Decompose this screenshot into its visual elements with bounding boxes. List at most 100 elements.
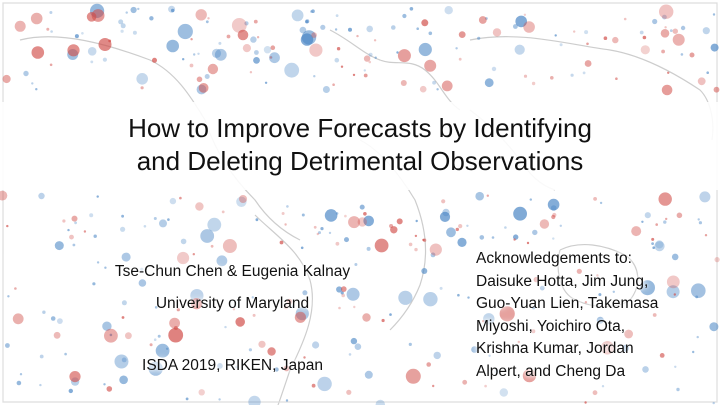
beneficial-dot — [354, 263, 358, 266]
detrimental-dot — [552, 212, 557, 218]
detrimental-observation-dots — [0, 4, 720, 404]
detrimental-dot — [374, 238, 389, 253]
detrimental-dot — [672, 33, 685, 46]
beneficial-dot — [680, 25, 686, 31]
beneficial-dot — [354, 343, 362, 351]
detrimental-dot — [269, 56, 273, 59]
beneficial-dot — [654, 241, 665, 252]
detrimental-dot — [390, 226, 398, 234]
beneficial-dot — [570, 73, 574, 77]
detrimental-dot — [584, 401, 587, 404]
detrimental-dot — [232, 308, 236, 311]
detrimental-dot — [124, 332, 132, 340]
beneficial-dot — [114, 354, 129, 369]
detrimental-dot — [53, 331, 61, 339]
detrimental-dot — [106, 386, 113, 392]
slide-title: How to Improve Forecasts by Identifying … — [0, 112, 720, 178]
beneficial-dot — [640, 280, 655, 296]
detrimental-dot — [190, 38, 193, 41]
detrimental-dot — [651, 237, 655, 241]
ack-line: Daisuke Hotta, Jim Jung, — [476, 272, 649, 290]
detrimental-dot — [294, 311, 306, 323]
beneficial-dot — [5, 343, 10, 348]
detrimental-dot — [414, 234, 418, 238]
detrimental-dot — [593, 197, 597, 201]
beneficial-dot — [284, 62, 300, 78]
detrimental-dot — [69, 234, 74, 240]
detrimental-dot — [353, 305, 356, 309]
coastline-europe — [329, 29, 461, 111]
beneficial-dot — [207, 217, 222, 232]
beneficial-observation-dots — [5, 3, 719, 405]
beneficial-dot — [479, 235, 485, 240]
beneficial-dot — [655, 240, 664, 249]
beneficial-dot — [428, 31, 433, 36]
beneficial-dot — [692, 350, 695, 354]
beneficial-dot — [652, 246, 655, 249]
detrimental-dot — [573, 30, 576, 33]
detrimental-dot — [49, 63, 53, 67]
beneficial-dot — [255, 218, 259, 222]
beneficial-dot — [513, 24, 518, 29]
detrimental-dot — [673, 293, 676, 296]
detrimental-dot — [340, 65, 344, 68]
detrimental-dot — [6, 224, 9, 228]
beneficial-dot — [19, 373, 23, 376]
detrimental-dot — [592, 390, 598, 396]
beneficial-dot — [599, 201, 603, 205]
beneficial-dot — [285, 399, 289, 402]
beneficial-dot — [680, 53, 684, 56]
beneficial-dot — [248, 348, 252, 352]
detrimental-dot — [482, 320, 485, 323]
beneficial-dot — [663, 220, 667, 224]
beneficial-dot — [148, 361, 163, 376]
beneficial-dot — [712, 13, 716, 16]
detrimental-dot — [659, 353, 665, 358]
detrimental-dot — [551, 214, 556, 220]
detrimental-dot — [258, 340, 266, 348]
detrimental-dot — [396, 218, 403, 225]
beneficial-dot — [444, 6, 453, 15]
beneficial-dot — [16, 380, 22, 386]
detrimental-dot — [270, 45, 276, 50]
beneficial-dot — [421, 268, 428, 274]
detrimental-dot — [400, 80, 407, 86]
detrimental-dot — [226, 34, 231, 39]
beneficial-dot — [651, 242, 654, 246]
beneficial-dot — [666, 285, 680, 299]
beneficial-dot — [224, 325, 227, 329]
beneficial-dot — [264, 81, 268, 85]
detrimental-dot — [624, 329, 633, 339]
detrimental-dot — [71, 215, 78, 222]
detrimental-dot — [249, 71, 253, 74]
detrimental-dot — [279, 240, 284, 245]
detrimental-dot — [176, 308, 180, 312]
beneficial-dot — [418, 42, 432, 57]
detrimental-dot — [462, 379, 468, 385]
detrimental-dot — [533, 276, 539, 283]
detrimental-dot — [373, 39, 377, 42]
beneficial-dot — [639, 30, 644, 35]
beneficial-dot — [153, 217, 157, 220]
beneficial-dot — [38, 192, 45, 200]
detrimental-dot — [356, 34, 359, 38]
beneficial-dot — [244, 21, 249, 26]
author-affiliation: University of Maryland — [155, 295, 310, 312]
beneficial-dot — [539, 285, 545, 291]
detrimental-dot — [207, 17, 210, 20]
detrimental-dot — [492, 28, 502, 37]
author-block: Tse-Chun Chen & Eugenia Kalnay Universit… — [60, 262, 405, 326]
beneficial-dot — [641, 220, 644, 223]
beneficial-dot — [121, 252, 131, 262]
detrimental-dot — [69, 371, 81, 383]
detrimental-dot — [615, 77, 618, 80]
detrimental-dot — [455, 227, 459, 232]
beneficial-dot — [344, 237, 349, 243]
detrimental-dot — [429, 243, 442, 256]
title-backdrop — [0, 102, 720, 190]
beneficial-dot — [415, 219, 418, 223]
detrimental-dot — [484, 384, 487, 388]
detrimental-dot — [121, 316, 125, 319]
beneficial-dot — [74, 34, 79, 39]
